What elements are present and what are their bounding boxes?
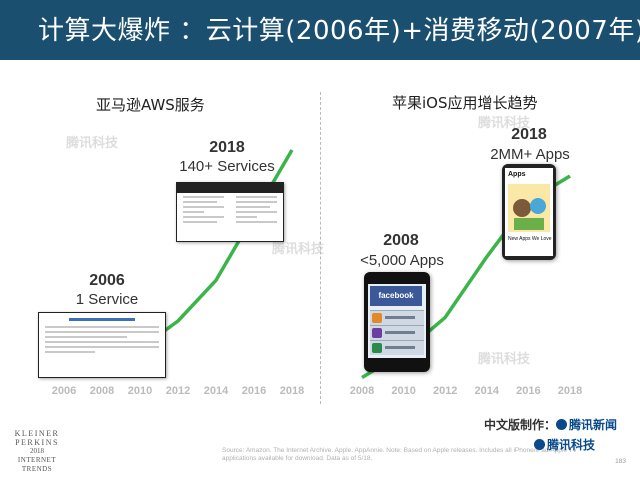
left-annotation-desc-2006: 1 Service bbox=[75, 291, 139, 308]
apps-featured-banner bbox=[508, 184, 550, 232]
x-tick-label: 2018 bbox=[280, 385, 304, 397]
watermark: 腾讯科技 bbox=[478, 116, 531, 131]
page-title: 计算大爆炸 ：云计算(2006年)+消费移动(2007年) bbox=[38, 16, 640, 46]
kpcb-branding: KLEINER PERKINS 2018 INTERNET TRENDS bbox=[14, 429, 60, 473]
watermark: 腾讯科技 bbox=[478, 352, 531, 367]
watermark: 腾讯科技 bbox=[272, 242, 325, 257]
iphone-2008-screenshot: facebook bbox=[364, 272, 430, 372]
credit-box: 中文版制作： 腾讯新闻 腾讯科技 bbox=[476, 410, 626, 456]
right-annotation-desc-2008: <5,000 Apps bbox=[360, 252, 444, 269]
left-annotation-year-2018: 2018 bbox=[209, 139, 245, 156]
apps-store-heading: Apps bbox=[508, 171, 526, 178]
source-note: Source: Amazon. The Internet Archive. Ap… bbox=[222, 447, 577, 462]
right-annotation-year-2008: 2008 bbox=[383, 232, 419, 249]
header-bar: 计算大爆炸 ：云计算(2006年)+消费移动(2007年) bbox=[0, 0, 640, 60]
x-tick-label: 2012 bbox=[433, 385, 457, 397]
tencent-news-logo-icon bbox=[556, 419, 568, 430]
x-tick-label: 2016 bbox=[516, 385, 540, 397]
right-annotation-desc-2018: 2MM+ Apps bbox=[490, 146, 570, 163]
x-tick-label: 2006 bbox=[52, 385, 76, 397]
watermark: 腾讯科技 bbox=[66, 136, 119, 151]
x-tick-label: 2008 bbox=[90, 385, 114, 397]
aws-2006-screenshot bbox=[38, 312, 166, 378]
right-panel-title: 苹果iOS应用增长趋势 bbox=[392, 94, 538, 112]
credit-brand-2: 腾讯科技 bbox=[547, 438, 596, 452]
credit-brand-1: 腾讯新闻 bbox=[569, 418, 618, 432]
x-tick-label: 2008 bbox=[350, 385, 374, 397]
x-tick-label: 2012 bbox=[166, 385, 190, 397]
featured-character-icon bbox=[513, 198, 546, 230]
credit-prefix: 中文版制作： bbox=[484, 418, 557, 432]
right-annotation-year-2018: 2018 bbox=[511, 126, 547, 143]
x-tick-label: 2016 bbox=[242, 385, 266, 397]
facebook-app-tile: facebook bbox=[370, 286, 422, 306]
x-tick-label: 2018 bbox=[558, 385, 582, 397]
tencent-tech-logo-icon bbox=[534, 439, 545, 450]
x-tick-label: 2010 bbox=[128, 385, 152, 397]
panel-divider bbox=[320, 92, 321, 404]
x-tick-label: 2010 bbox=[391, 385, 415, 397]
left-annotation-year-2006: 2006 bbox=[89, 272, 125, 289]
left-annotation-desc-2018: 140+ Services bbox=[179, 158, 275, 175]
x-tick-label: 2014 bbox=[475, 385, 500, 397]
page-number: 183 bbox=[615, 458, 626, 465]
new-apps-label: New Apps We Love bbox=[508, 236, 552, 242]
x-tick-label: 2014 bbox=[204, 385, 229, 397]
aws-2018-screenshot bbox=[176, 182, 284, 242]
iphone-2018-screenshot: Apps New Apps We Love bbox=[502, 164, 556, 260]
left-panel-title: 亚马逊AWS服务 bbox=[96, 96, 205, 114]
